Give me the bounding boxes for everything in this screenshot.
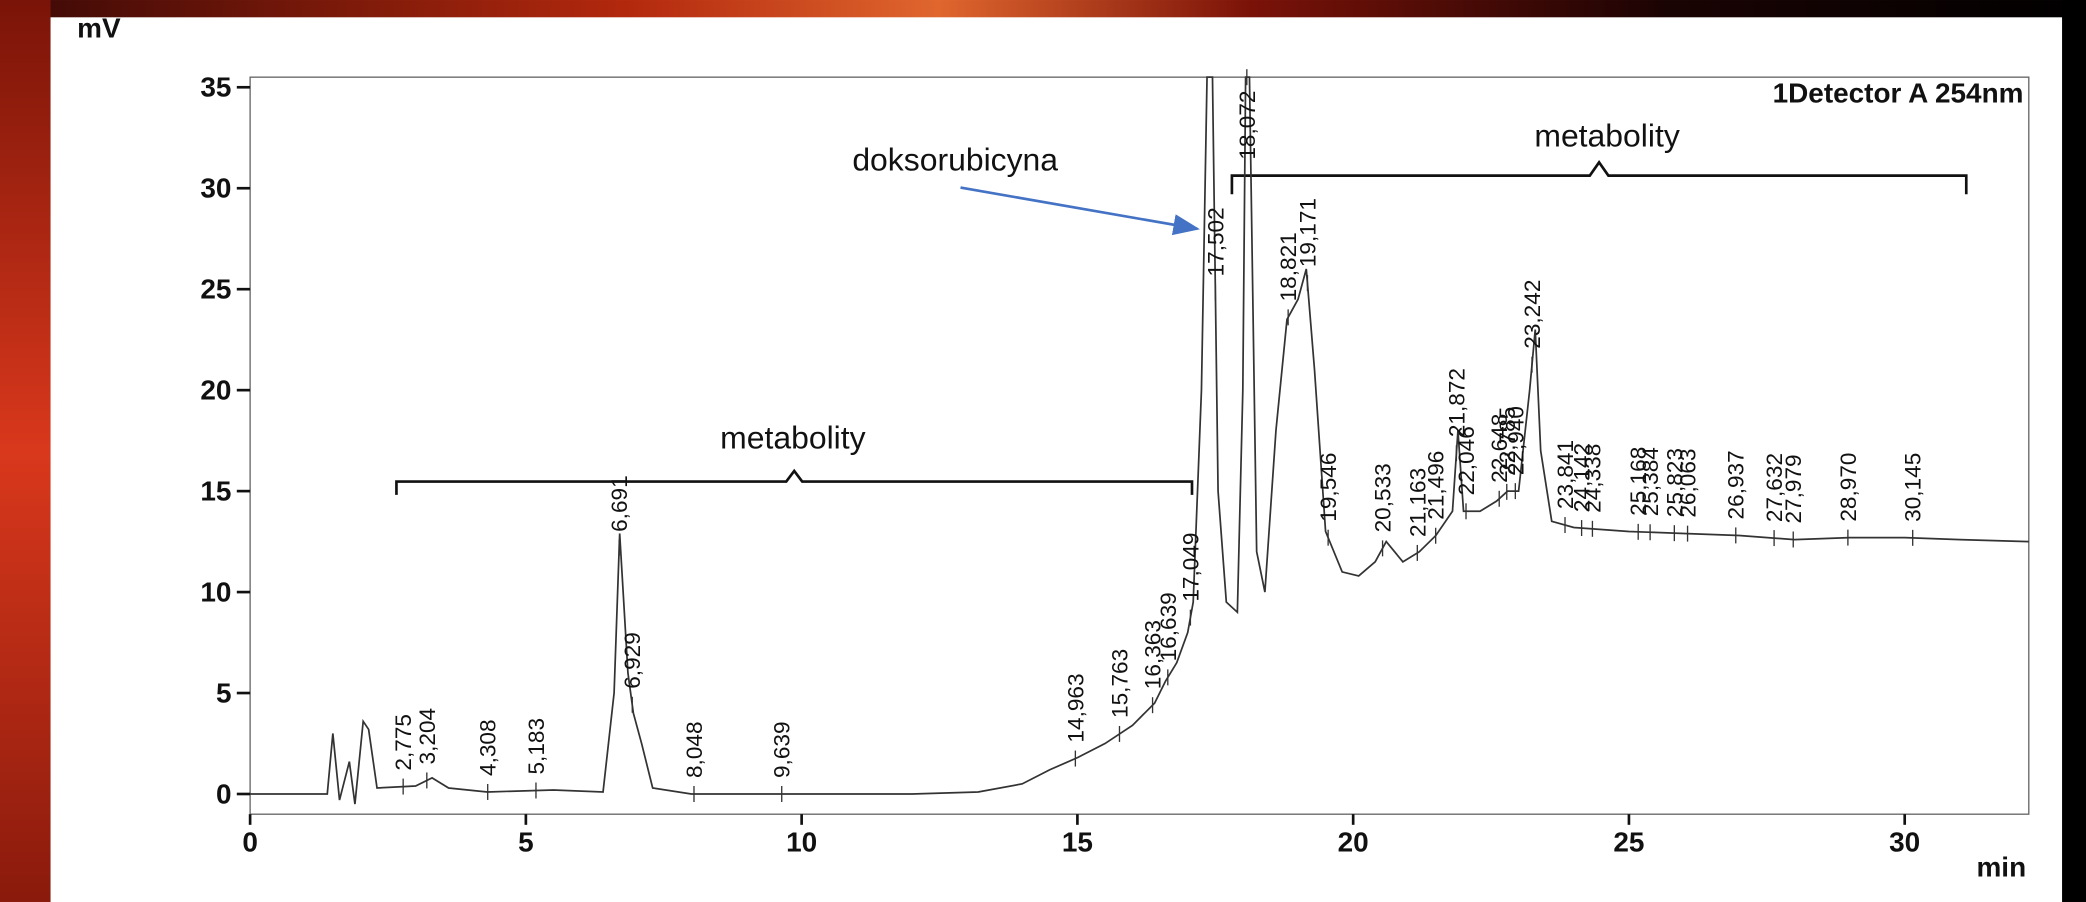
x-axis-label: min (1976, 852, 2026, 883)
peak-label: 8,048 (682, 721, 707, 778)
x-tick-label: 5 (518, 826, 534, 857)
peak-label: 30,145 (1901, 453, 1926, 522)
bracket (1232, 162, 1966, 194)
x-tick-label: 15 (1062, 826, 1093, 857)
peak-label: 24,338 (1580, 444, 1605, 513)
background-strip (2062, 0, 2086, 902)
peak-label: 26,937 (1724, 450, 1749, 519)
annotation: metabolity (1534, 117, 1679, 153)
y-tick-label: 0 (216, 778, 232, 809)
y-tick-label: 20 (200, 374, 231, 405)
annotation-arrow (961, 188, 1198, 229)
peak-label: 4,308 (476, 719, 501, 776)
y-tick-label: 10 (200, 576, 231, 607)
annotation: metabolity (720, 419, 865, 455)
x-tick-label: 20 (1338, 826, 1369, 857)
peak-label: 6,691 (607, 475, 632, 532)
peak-label: 16,639 (1156, 592, 1181, 661)
chart: mV min 1Detector A 254nm doksorubicyna m… (0, 0, 2086, 902)
annotation: doksorubicyna (852, 141, 1058, 177)
peak-label: 27,979 (1781, 454, 1806, 523)
peak-label: 28,970 (1836, 452, 1861, 521)
y-tick-label: 15 (200, 475, 231, 506)
peak-label: 19,171 (1295, 198, 1320, 267)
y-tick-label: 35 (200, 72, 231, 103)
peak-label: 3,204 (415, 708, 440, 765)
y-tick-label: 5 (216, 677, 232, 708)
peak-label: 22,046 (1454, 426, 1479, 495)
plot-frame (250, 77, 2029, 814)
peak-label: 15,763 (1107, 649, 1132, 718)
bracket (396, 471, 1192, 495)
peak-label: 9,639 (770, 721, 795, 778)
peak-label: 23,242 (1520, 280, 1545, 349)
x-tick-label: 25 (1613, 826, 1644, 857)
peak-label: 26,063 (1676, 449, 1701, 518)
peak-label: 14,963 (1063, 673, 1088, 742)
peak-label: 20,533 (1371, 463, 1396, 532)
legend-entry: 1Detector A 254nm (1773, 77, 2024, 108)
y-axis-label: mV (77, 12, 121, 43)
peak-label: 6,929 (620, 632, 645, 689)
y-tick-label: 30 (200, 173, 231, 204)
x-tick-label: 30 (1889, 826, 1920, 857)
background-band (0, 0, 2086, 17)
y-tick-label: 25 (200, 274, 231, 305)
x-tick-label: 10 (786, 826, 817, 857)
background-strip (0, 0, 51, 902)
peak-label: 17,502 (1203, 207, 1228, 276)
peak-label: 25,384 (1638, 447, 1663, 516)
peak-label: 18,072 (1235, 90, 1260, 159)
page: {"chart_data": { "type": "line", "xlabel… (0, 0, 2086, 902)
trace-line (250, 77, 2029, 804)
peak-label: 19,546 (1316, 453, 1341, 522)
x-tick-label: 0 (242, 826, 258, 857)
peak-label: 22,940 (1503, 406, 1528, 475)
peak-label: 17,049 (1178, 532, 1203, 601)
peak-label: 5,183 (524, 718, 549, 775)
peak-label: 21,496 (1424, 451, 1449, 520)
peak-label: 2,775 (391, 714, 416, 771)
